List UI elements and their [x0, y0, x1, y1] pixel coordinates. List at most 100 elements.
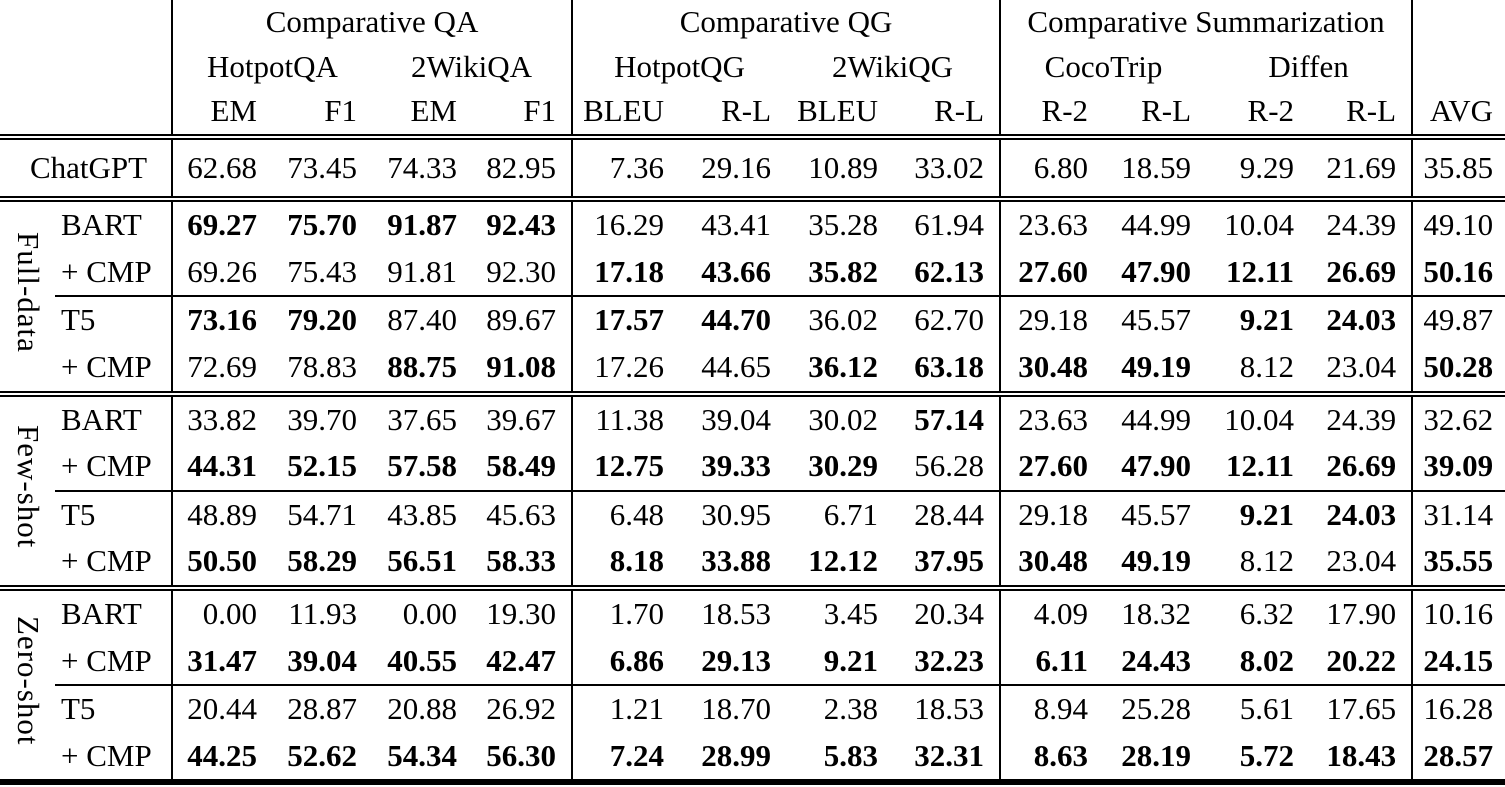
value-cell: 24.39	[1326, 207, 1397, 243]
value-cell: 43.66	[701, 253, 772, 289]
value-cell: 30.95	[679, 489, 787, 539]
value-cell: 9.29	[1206, 136, 1310, 203]
metric-header: R-L	[893, 89, 1001, 140]
value-cell: 31.47	[171, 637, 272, 686]
value-cell: 6.86	[571, 637, 680, 686]
value-cell: 30.29	[808, 448, 879, 484]
metric-header: F1	[272, 89, 372, 140]
value-cell: 33.02	[893, 136, 1001, 203]
value-cell: 82.95	[472, 136, 573, 203]
header-spacer	[0, 89, 172, 140]
value-cell: 10.04	[1224, 207, 1295, 243]
value-cell: 40.55	[387, 642, 457, 678]
model-label: + CMP	[55, 732, 172, 786]
metric-header: R-2	[999, 89, 1104, 140]
value-cell: 44.25	[171, 732, 272, 786]
model-label: + CMP	[55, 344, 172, 397]
value-cell: 6.80	[999, 136, 1104, 203]
value-cell: 37.95	[893, 538, 1001, 591]
value-cell: 45.63	[472, 489, 573, 539]
value-cell: 78.83	[272, 344, 372, 397]
metric-header: R-L	[679, 89, 787, 140]
table-body: ChatGPT 62.68 73.45 74.33 82.95 7.36 29.16 10.8…	[0, 136, 1505, 786]
value-cell: 43.85	[372, 489, 472, 539]
metric-header: EM	[171, 89, 272, 140]
value-cell: 32.31	[893, 732, 1001, 786]
value-cell: 28.99	[679, 732, 787, 786]
model-label: + CMP	[55, 538, 172, 591]
value-cell: 26.69	[1326, 253, 1397, 289]
value-cell: 47.90	[1121, 253, 1192, 289]
value-cell: 3.45	[823, 595, 879, 631]
avg-value-cell: 31.14	[1411, 489, 1505, 539]
avg-value-cell: 50.28	[1411, 344, 1505, 397]
table-header: Comparative QA Comparative QG Comparative …	[0, 0, 1505, 140]
metric-header: F1	[472, 89, 573, 140]
section-label-text: Few-shot	[10, 424, 46, 549]
value-cell: 5.83	[786, 732, 894, 786]
header-spacer	[0, 45, 172, 90]
value-cell: 50.50	[171, 538, 272, 591]
value-cell: 17.65	[1309, 684, 1413, 733]
value-cell: 12.11	[1225, 448, 1295, 484]
value-cell: 23.63	[999, 393, 1104, 444]
value-cell: 32.23	[914, 642, 985, 678]
avg-value-cell: 35.55	[1411, 538, 1505, 591]
dataset-header: 2WikiQG	[832, 48, 954, 84]
value-cell: 5.61	[1206, 684, 1310, 733]
value-cell: 1.21	[571, 684, 680, 733]
value-cell: 16.29	[571, 199, 680, 249]
value-cell: 25.28	[1103, 684, 1207, 733]
value-cell: 28.44	[893, 489, 1001, 539]
model-label: T5	[55, 295, 172, 345]
table-row: T5 20.44 28.87 20.88 26.92 1.21 18.70 2.38 18.53…	[0, 684, 1505, 733]
value-cell: 27.60	[999, 443, 1104, 491]
value-cell: 92.30	[486, 253, 557, 289]
value-cell: 8.18	[571, 538, 680, 591]
table-row: ChatGPT 62.68 73.45 74.33 82.95 7.36 29.16 10.8…	[0, 136, 1505, 203]
value-cell: 6.71	[786, 489, 894, 539]
value-cell: 20.22	[1326, 642, 1397, 678]
table-row: + CMP 72.69 78.83 88.75 91.08 17.26 44.65 36.12…	[0, 344, 1505, 397]
value-cell: 18.43	[1309, 732, 1413, 786]
value-cell: 52.15	[287, 448, 357, 484]
header-spacer	[1411, 44, 1505, 90]
value-cell: 89.67	[472, 295, 573, 345]
value-cell: 17.57	[571, 295, 680, 345]
value-cell: 28.87	[272, 684, 372, 733]
value-cell: 17.90	[1326, 595, 1397, 631]
value-cell: 35.28	[808, 207, 879, 243]
value-cell: 91.81	[387, 253, 457, 289]
model-label: + CMP	[61, 448, 152, 484]
value-cell: 11.38	[571, 393, 680, 444]
dataset-header: 2WikiQA	[410, 48, 533, 84]
value-cell: 7.24	[571, 732, 680, 786]
value-cell: 10.89	[786, 136, 894, 203]
value-cell: 10.04	[1224, 401, 1295, 437]
avg-value-cell: 35.85	[1411, 136, 1505, 203]
dataset-header: Diffen	[1268, 48, 1349, 84]
value-cell: 56.30	[472, 732, 573, 786]
value-cell: 12.11	[1225, 253, 1295, 289]
value-cell: 24.39	[1326, 401, 1397, 437]
value-cell: 1.70	[571, 587, 680, 638]
avg-value-cell: 32.62	[1411, 393, 1505, 444]
value-cell: 45.57	[1103, 295, 1207, 345]
value-cell: 11.93	[288, 595, 357, 631]
value-cell: 39.67	[486, 401, 557, 437]
value-cell: 44.70	[679, 295, 787, 345]
value-cell: 75.43	[287, 253, 357, 289]
value-cell: 8.12	[1206, 344, 1310, 397]
value-cell: 17.26	[571, 344, 680, 397]
group-header: Comparative QG	[571, 0, 1001, 45]
value-cell: 18.59	[1103, 136, 1207, 203]
value-cell: 58.29	[272, 538, 372, 591]
value-cell: 39.33	[701, 448, 772, 484]
value-cell: 33.82	[171, 393, 272, 444]
avg-value-cell: 28.57	[1411, 732, 1505, 786]
header-spacer	[1411, 0, 1505, 45]
value-cell: 29.13	[701, 642, 772, 678]
avg-value-cell: 10.16	[1411, 587, 1505, 638]
